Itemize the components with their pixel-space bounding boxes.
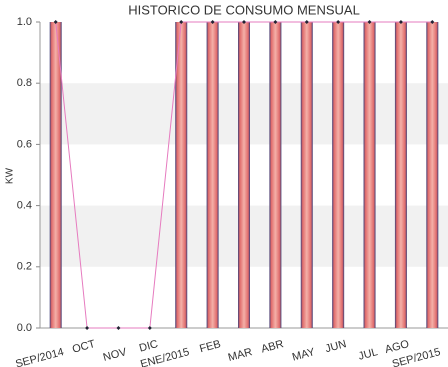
x-tick-label: JUL [357,346,379,363]
point [273,20,278,24]
point [147,326,152,330]
bar [332,22,345,328]
point [367,20,372,24]
x-tick-label: JUN [324,338,348,355]
chart-title: HISTORICO DE CONSUMO MENSUAL [128,2,360,17]
x-tick-label: DIC [138,338,159,355]
x-tick-label: MAR [227,346,254,364]
y-tick-label: 0.2 [17,261,32,273]
y-tick-label: 0.4 [17,200,32,212]
y-axis-label: KW [5,167,16,184]
bar [49,22,62,328]
x-tick-label: ABR [260,338,285,355]
x-tick-label: OCT [71,338,97,356]
point [210,20,215,24]
bar [238,22,250,328]
y-tick-label: 0.0 [17,322,32,334]
y-tick-label: 0.6 [17,138,32,150]
bar [206,22,219,328]
point [304,20,309,24]
point [242,20,246,24]
y-tick-label: 0.8 [17,77,32,89]
point [85,326,90,330]
point [398,20,403,24]
point [116,326,121,330]
x-tick-label: FEB [198,338,222,355]
point [53,20,58,24]
bar [269,22,282,328]
y-tick-label: 1.0 [17,16,32,28]
bar [426,22,439,328]
point [179,20,184,24]
bar [300,22,313,328]
point [336,20,341,24]
point [430,20,435,24]
x-tick-label: AGO [384,338,411,356]
bar [363,22,376,328]
bar [175,22,188,328]
x-tick-label: MAY [291,346,317,364]
bar [394,22,407,328]
x-tick-label: NOV [102,346,129,364]
x-tick-label: SEP/2014 [14,346,65,367]
